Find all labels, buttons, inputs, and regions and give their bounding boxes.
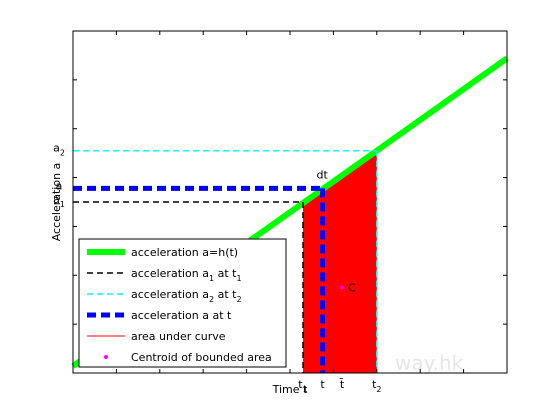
legend-label-5: Centroid of bounded area: [131, 351, 272, 364]
centroid-marker: [340, 285, 345, 290]
legend-label-0: acceleration a=h(t): [131, 246, 238, 259]
dt-label: dt: [317, 168, 329, 181]
x-annotation-3: t2: [372, 378, 381, 394]
legend-label-1: acceleration a1 at t1: [131, 267, 242, 283]
legend-swatch-5: [104, 355, 108, 359]
x-axis-label: Time t: [272, 383, 308, 396]
x-annotation-2: t̄: [339, 378, 345, 391]
y-axis-label: Acceleration a: [50, 163, 63, 242]
x-annotation-0: t1: [298, 378, 307, 394]
y-annotation-1: a: [56, 179, 63, 192]
y-annotation-2: a1: [53, 193, 65, 209]
y-annotation-0: a2: [53, 142, 65, 158]
x-annotation-1: t: [320, 378, 325, 391]
centroid-label: C: [348, 282, 356, 295]
legend-label-2: acceleration a2 at t2: [131, 288, 242, 304]
legend-label-3: acceleration a at t: [131, 309, 232, 322]
legend: acceleration a=h(t) acceleration a1 at t1…: [78, 238, 287, 368]
watermark: way.hk: [395, 351, 464, 375]
legend-label-4: area under curve: [131, 330, 226, 343]
legend-box: [78, 238, 287, 368]
